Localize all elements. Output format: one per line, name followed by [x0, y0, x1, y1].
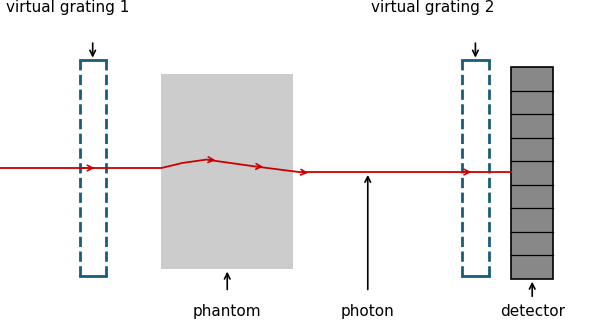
Text: virtual grating 1: virtual grating 1 — [6, 0, 129, 15]
Text: photon: photon — [341, 304, 395, 319]
Bar — [511, 67, 553, 279]
Text: phantom: phantom — [193, 304, 261, 319]
Bar — [161, 74, 293, 269]
Text: virtual grating 2: virtual grating 2 — [371, 0, 494, 15]
Text: detector: detector — [500, 304, 565, 319]
